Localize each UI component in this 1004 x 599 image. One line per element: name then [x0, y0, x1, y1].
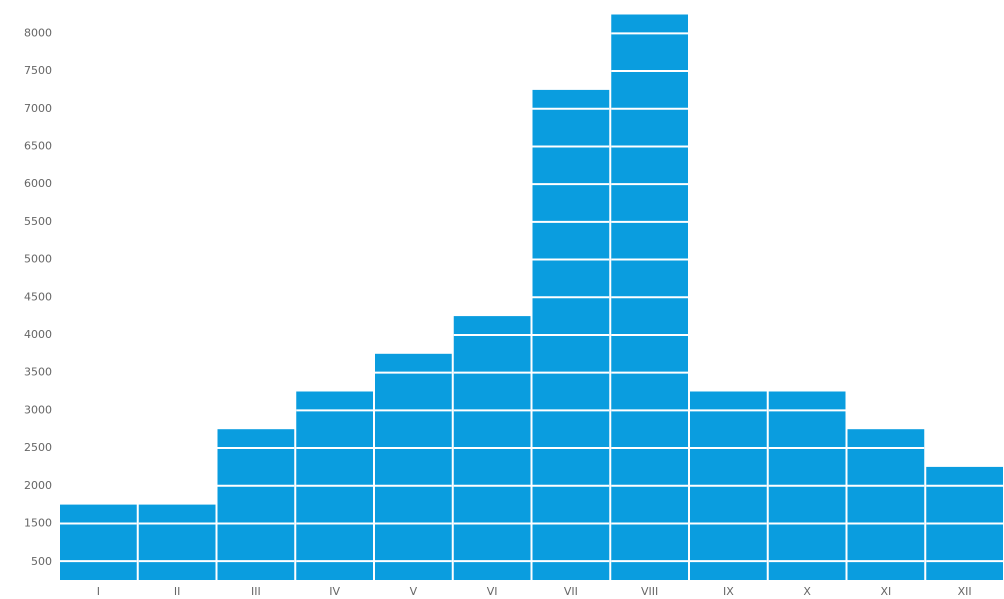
x-tick-label: IV — [329, 585, 340, 598]
y-tick-label: 8000 — [24, 26, 52, 39]
x-tick-label: XI — [880, 585, 891, 598]
bars-group — [60, 14, 1003, 581]
bar-II — [138, 504, 216, 580]
y-tick-label: 6000 — [24, 177, 52, 190]
x-tick-label: III — [251, 585, 261, 598]
x-tick-label: VI — [487, 585, 498, 598]
x-tick-label: II — [174, 585, 181, 598]
y-tick-label: 7000 — [24, 102, 52, 115]
bar-I — [60, 504, 137, 580]
x-tick-label: XII — [958, 585, 972, 598]
bar-V — [375, 353, 452, 580]
x-tick-label: X — [803, 585, 811, 598]
y-tick-label: 4000 — [24, 328, 52, 341]
x-tick-label: VII — [564, 585, 578, 598]
x-axis: I II III IV V VI VII VIII IX X XI XII — [97, 585, 972, 598]
y-tick-label: 5000 — [24, 253, 52, 266]
y-tick-label: 6500 — [24, 139, 52, 152]
x-tick-label: I — [97, 585, 100, 598]
x-tick-label: V — [410, 585, 418, 598]
y-tick-label: 1500 — [24, 516, 52, 529]
y-tick-label: 2000 — [24, 479, 52, 492]
y-tick-label: 3500 — [24, 366, 52, 379]
y-tick-label: 500 — [31, 555, 52, 568]
y-tick-label: 7500 — [24, 64, 52, 77]
x-tick-label: IX — [723, 585, 734, 598]
y-tick-label: 4500 — [24, 290, 52, 303]
y-axis: 500 1500 2000 2500 3000 3500 4000 4500 5000 5500 6… — [24, 26, 52, 568]
y-tick-label: 2500 — [24, 441, 52, 454]
bar-XI — [847, 429, 925, 580]
x-tick-label: VIII — [641, 585, 658, 598]
bar-III — [217, 429, 295, 580]
y-tick-label: 5500 — [24, 215, 52, 228]
y-tick-label: 3000 — [24, 403, 52, 416]
